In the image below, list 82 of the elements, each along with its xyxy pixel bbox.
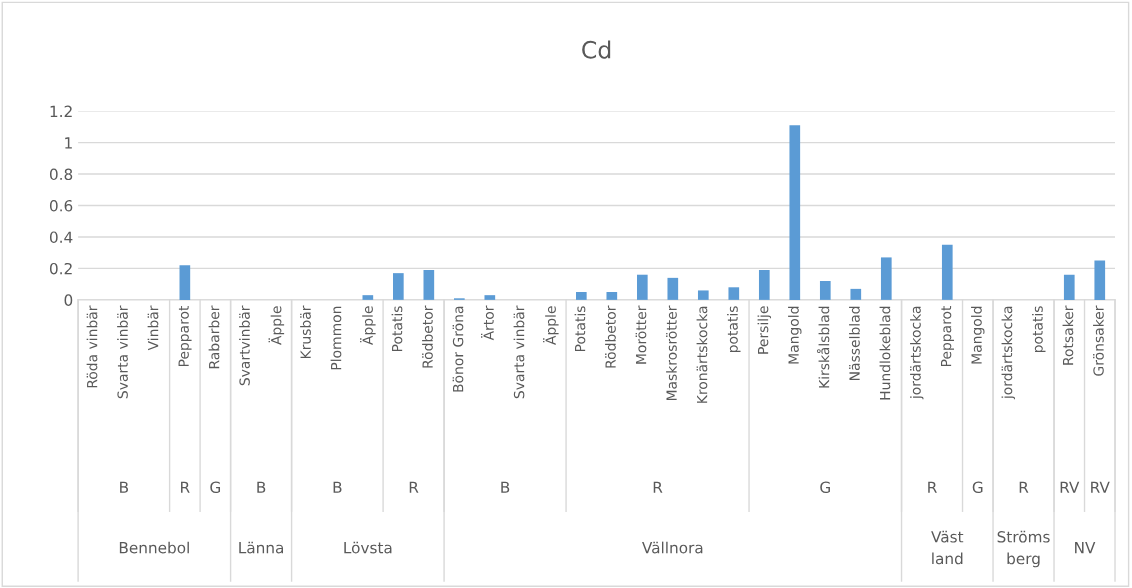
y-tick-label: 0 bbox=[64, 294, 73, 306]
text: B bbox=[501, 481, 510, 493]
y-tick-label: 1.2 bbox=[50, 105, 72, 117]
text: B bbox=[333, 481, 342, 493]
text: Länna bbox=[239, 541, 284, 554]
text: G bbox=[210, 481, 221, 494]
x-tick-label: Plommon bbox=[330, 306, 342, 370]
x-tick-label: Pepparot bbox=[178, 305, 192, 367]
x-tick-label: Ärtor bbox=[481, 305, 494, 341]
x-tick-label: Svarta vinbär bbox=[513, 305, 525, 399]
x-tick-label: Rabarber bbox=[208, 305, 220, 369]
x-tick-label: Äpple bbox=[543, 306, 559, 345]
x-tick-label: Svarta vinbär bbox=[117, 305, 128, 399]
text: G bbox=[972, 481, 983, 494]
x-tick-label: Kirskålsblad bbox=[816, 306, 830, 388]
text: RV bbox=[1091, 481, 1110, 493]
y-tick-label: 0.8 bbox=[49, 168, 73, 181]
x-tick-label: potatis bbox=[727, 306, 741, 353]
text: B bbox=[257, 481, 266, 493]
chart-title: Cd bbox=[582, 40, 611, 59]
x-tick-label: Grönsaker bbox=[1093, 305, 1104, 376]
x-tick-label: Röda vinbär bbox=[86, 305, 98, 388]
bar bbox=[880, 257, 892, 300]
bar bbox=[392, 273, 404, 300]
text: Vällnora bbox=[642, 541, 703, 554]
bar bbox=[1094, 260, 1106, 300]
x-tick-label: Persilje bbox=[757, 306, 772, 354]
bar bbox=[362, 295, 374, 300]
text: RV bbox=[1060, 481, 1080, 493]
x-tick-label: Äpple bbox=[268, 306, 285, 345]
x-tick-label: Vinbär bbox=[147, 305, 159, 351]
bar bbox=[179, 265, 191, 300]
x-tick-label: Pepparot bbox=[940, 305, 955, 367]
text: Bennebol bbox=[119, 541, 189, 554]
y-tick-label: 0.6 bbox=[49, 199, 73, 212]
bar bbox=[423, 269, 435, 300]
bar bbox=[789, 125, 801, 300]
text: R bbox=[409, 481, 419, 493]
x-tick-label: Potatis bbox=[391, 306, 403, 352]
text: Väst land bbox=[931, 530, 964, 565]
x-tick-label: Svartvinbär bbox=[239, 305, 250, 386]
bar bbox=[941, 244, 953, 300]
x-tick-label: potatis bbox=[1032, 306, 1046, 353]
text: B bbox=[120, 481, 129, 493]
bar bbox=[697, 290, 709, 300]
x-tick-label: Rotsaker bbox=[1062, 305, 1074, 365]
bar bbox=[484, 295, 496, 300]
x-tick-label: Potatis bbox=[574, 306, 586, 352]
bar bbox=[667, 277, 679, 300]
x-tick-label: jordärtskocka bbox=[1001, 306, 1015, 400]
text: G bbox=[820, 481, 830, 494]
x-tick-label: Mangold bbox=[971, 306, 985, 364]
y-tick-label: 0.4 bbox=[49, 231, 73, 243]
y-tick-label: 1 bbox=[65, 137, 72, 149]
text: R bbox=[181, 481, 190, 493]
x-tick-label: Rödbetor bbox=[422, 305, 433, 368]
text: Lövsta bbox=[344, 541, 392, 554]
x-tick-label: Maskrosrötter bbox=[666, 305, 677, 401]
y-tick-label: 0.2 bbox=[49, 262, 72, 275]
bar bbox=[636, 274, 648, 300]
text: R bbox=[1019, 481, 1029, 493]
x-tick-label: Bönor Gröna bbox=[452, 306, 464, 392]
x-tick-label: Krusbär bbox=[300, 305, 311, 359]
x-tick-label: jordärtskocka bbox=[910, 306, 924, 400]
x-tick-label: Nässelblad bbox=[849, 306, 860, 380]
text: Ströms berg bbox=[997, 530, 1050, 568]
x-tick-label: Morötter bbox=[635, 305, 647, 364]
x-tick-label: Mangold bbox=[788, 306, 802, 364]
bar bbox=[728, 287, 740, 300]
bar bbox=[575, 292, 587, 300]
bar bbox=[819, 281, 831, 300]
x-tick-label: Äpple bbox=[360, 306, 376, 345]
bar bbox=[606, 292, 618, 300]
bar bbox=[758, 269, 770, 300]
x-tick-label: Kronärtskocka bbox=[696, 306, 708, 403]
text: NV bbox=[1075, 542, 1096, 554]
text: R bbox=[928, 481, 937, 493]
x-tick-label: Rödbetor bbox=[605, 305, 616, 368]
bar bbox=[1063, 274, 1075, 300]
x-tick-label: Hundlokeblad bbox=[879, 306, 891, 400]
bar bbox=[850, 288, 862, 300]
text: R bbox=[653, 481, 663, 493]
